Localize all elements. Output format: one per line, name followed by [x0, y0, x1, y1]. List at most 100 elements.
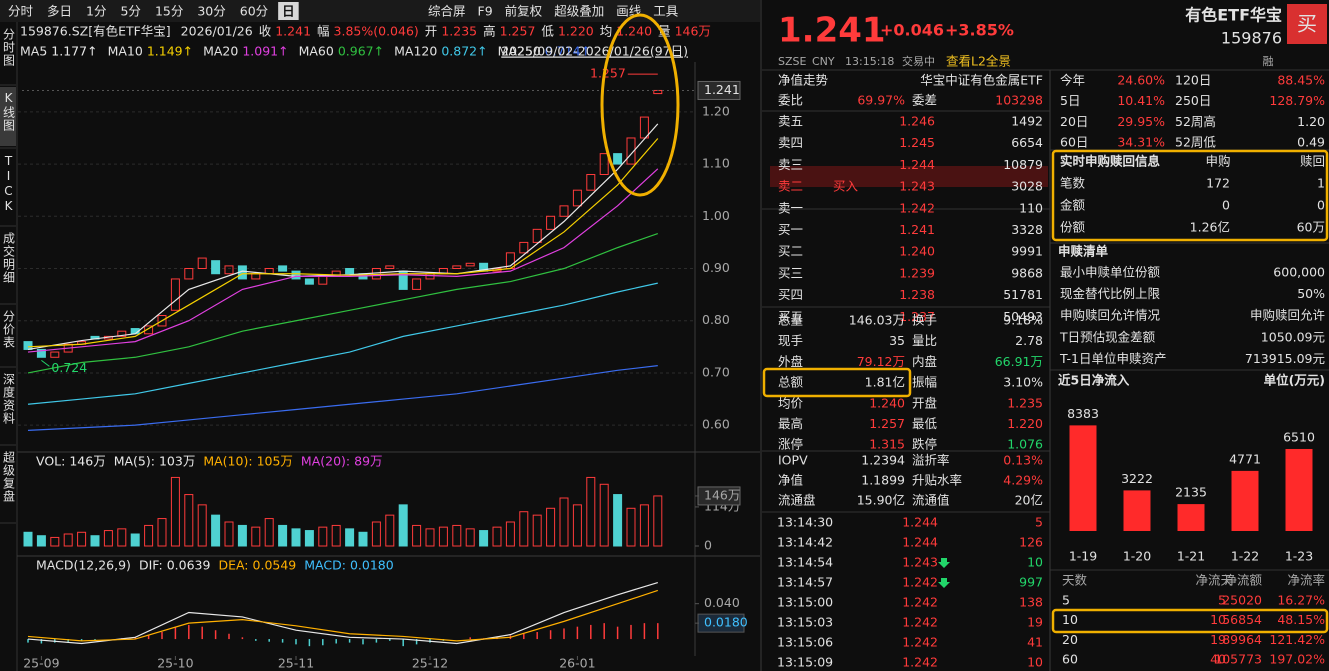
ma-line — [27, 138, 659, 348]
candle — [224, 265, 234, 275]
candle — [559, 205, 569, 217]
date-range: 2025/09/02-2026/01/26(97日) — [501, 44, 688, 59]
period-tab[interactable]: 1分 — [86, 4, 106, 19]
bar-label: 2135 — [1175, 485, 1207, 500]
status: SZSE — [778, 55, 807, 68]
value: 34.31% — [1117, 135, 1165, 150]
book-price: 1.244 — [899, 157, 935, 172]
period-tab[interactable]: 分时 — [8, 4, 34, 19]
side-tab[interactable]: 成交明细 — [2, 232, 16, 284]
value: 20亿 — [1015, 493, 1043, 508]
label: 量比 — [912, 333, 937, 348]
tool-button[interactable]: 超级叠加 — [554, 4, 604, 19]
order-highlight — [770, 166, 1048, 187]
volume-bar — [398, 504, 408, 547]
tool-button[interactable]: 综合屏 — [428, 4, 466, 19]
nav-link[interactable]: 净值走势 — [778, 73, 829, 88]
ma-name: MA250 — [498, 44, 541, 59]
book-volume: 9991 — [1011, 244, 1043, 259]
value: 1.20 — [1297, 114, 1325, 129]
label: 内盘 — [912, 354, 937, 369]
volume-bar — [304, 530, 314, 547]
volume-bar — [130, 533, 140, 547]
book-price: 1.238 — [899, 287, 935, 302]
volume-bar — [331, 524, 341, 547]
y-tick-label: 0.90 — [702, 260, 730, 275]
tick-volume: 5 — [1035, 515, 1043, 530]
period-tab[interactable]: 15分 — [155, 4, 183, 19]
macd-title: MACD(12,26,9) — [36, 558, 131, 573]
period-tab[interactable]: 60分 — [240, 4, 268, 19]
bar-label: 6510 — [1283, 429, 1315, 444]
tick-volume: 10 — [1027, 555, 1043, 570]
legend-name: MA(20): — [301, 454, 350, 469]
side-tab[interactable]: TICK — [2, 154, 16, 214]
book-volume: 3028 — [1011, 179, 1043, 194]
side-tab[interactable]: 分时图 — [2, 28, 16, 67]
volume-bar — [157, 518, 167, 547]
last-price-label: 1.241 — [704, 82, 740, 97]
macd-line — [27, 581, 658, 645]
tick-price: 1.242 — [902, 655, 938, 670]
volume-bar — [559, 497, 569, 547]
label: 溢折率 — [912, 453, 950, 468]
tool-button[interactable]: 工具 — [653, 4, 679, 19]
period-tab[interactable]: 30分 — [197, 4, 225, 19]
ma-value: 0.967↑ — [338, 44, 384, 59]
side-tab[interactable]: 超级复盘 — [2, 450, 16, 503]
high-label: 1.257 — [590, 66, 626, 81]
tick-time: 13:14:42 — [777, 535, 833, 550]
candle — [278, 265, 288, 272]
bar-label: 4771 — [1229, 451, 1261, 466]
candle — [385, 265, 395, 270]
cell: 19 — [1210, 632, 1226, 647]
y-tick-label: 0.040 — [704, 595, 740, 610]
tool-button[interactable]: 前复权 — [505, 4, 543, 19]
value: 128.79% — [1269, 93, 1325, 108]
ma-value: 1.091↑ — [242, 44, 288, 59]
candle — [532, 228, 542, 243]
legend-value: 105万 — [257, 454, 293, 469]
buy-button[interactable]: 买 — [1297, 12, 1317, 36]
candle — [304, 278, 314, 285]
label: 20日 — [1060, 114, 1088, 129]
cell: 10 — [1210, 612, 1226, 627]
cell: 20 — [1062, 632, 1078, 647]
field-value: 1.235 — [441, 24, 477, 39]
candle — [170, 278, 180, 311]
value: 0 — [1222, 198, 1230, 213]
candle — [572, 189, 582, 207]
period-tab[interactable]: 日 — [282, 4, 295, 19]
l2-link[interactable]: 查看L2全景 — [946, 54, 1011, 69]
highlight-ellipse — [600, 13, 680, 197]
label: 均价 — [778, 395, 804, 410]
period-tab[interactable]: 5分 — [120, 4, 140, 19]
volume-bar — [36, 535, 46, 547]
book-price: 1.240 — [899, 244, 935, 259]
tick-time: 13:15:00 — [777, 595, 833, 610]
x-tick-label: 25-10 — [157, 656, 193, 671]
label: 净值 — [778, 473, 803, 488]
side-tab[interactable]: 深度资料 — [2, 373, 16, 425]
volume-bar — [385, 514, 395, 547]
tick-time: 13:14:57 — [777, 575, 833, 590]
period-tab[interactable]: 多日 — [47, 4, 72, 19]
tool-button[interactable]: F9 — [478, 4, 493, 19]
side-tab[interactable]: K线图 — [2, 91, 16, 132]
candle — [626, 137, 636, 165]
ma-name: MA120 — [394, 44, 437, 59]
highlight-box — [1051, 608, 1329, 634]
side-tab[interactable]: 分价表 — [2, 310, 16, 349]
tick-price: 1.242 — [902, 615, 938, 630]
field-value: 1.257 — [500, 24, 536, 39]
volume-bar — [291, 528, 301, 547]
ma-name: MA20 — [203, 44, 238, 59]
label: 流通盘 — [778, 493, 816, 508]
y-tick-label: 146万 — [704, 487, 740, 502]
legend-name: DIF: — [139, 558, 163, 573]
value: 69.97% — [857, 93, 905, 108]
tick-time: 13:15:06 — [777, 635, 833, 650]
label: 笔数 — [1060, 176, 1086, 191]
value: 1.220 — [1007, 416, 1043, 431]
